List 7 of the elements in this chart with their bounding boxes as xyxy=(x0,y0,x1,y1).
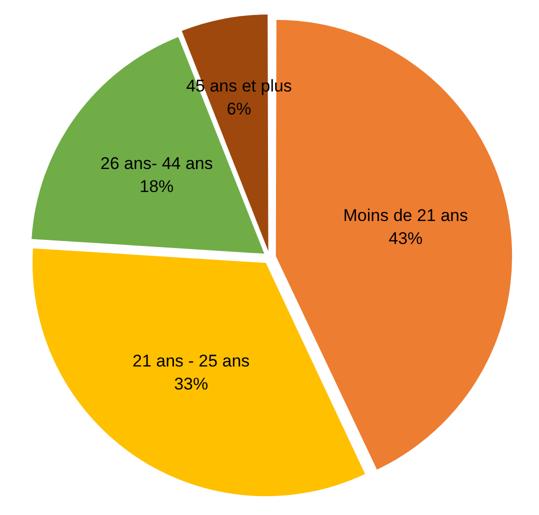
data-label: 6% xyxy=(226,99,252,118)
slice-label: Moins de 21 ans xyxy=(343,206,468,225)
data-label: 43% xyxy=(388,228,423,248)
data-label: 18% xyxy=(140,177,174,196)
slice-label: 26 ans- 44 ans xyxy=(100,154,213,174)
data-label: 33% xyxy=(174,374,208,394)
slice-label: 21 ans - 25 ans xyxy=(132,352,250,371)
